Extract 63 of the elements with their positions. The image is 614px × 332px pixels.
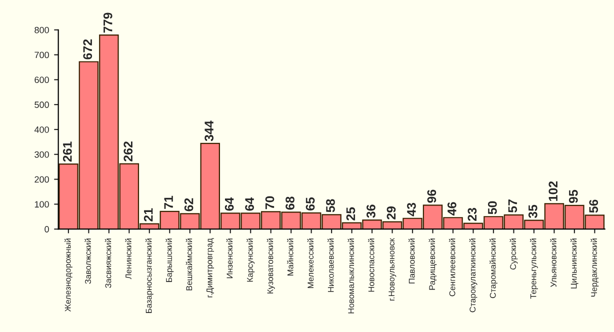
y-tick-label: 200	[34, 176, 49, 183]
x-tick-label: Новоспасский	[368, 238, 374, 292]
x-tick-label: Старокулаткинский	[469, 238, 478, 312]
x-tick-label: Майнский	[287, 238, 294, 276]
x-tick-label: Базарносызганский	[145, 238, 154, 313]
x-tick-label: Павловский	[408, 238, 415, 284]
data-label: 57	[508, 200, 518, 213]
data-label: 779	[103, 12, 112, 33]
data-label: 58	[326, 199, 335, 212]
data-label: 25	[346, 207, 356, 220]
x-tick-label: г.Димитровград	[206, 238, 214, 298]
data-label: 96	[427, 190, 436, 203]
x-tick-label: Барышский	[166, 238, 174, 282]
x-tick-label: Железнодорожный	[64, 238, 72, 312]
data-label: 65	[306, 197, 315, 210]
data-label: 29	[386, 206, 396, 220]
data-label: 23	[468, 208, 477, 221]
x-tick-label: Сенгилеевский	[448, 238, 456, 296]
x-tick-label: Радищевский	[428, 238, 437, 290]
data-label: 344	[204, 120, 214, 142]
data-label: 43	[407, 202, 416, 216]
y-tick-label: 700	[34, 52, 49, 58]
x-tick-label: Новомалыклинский	[348, 238, 354, 314]
data-label: 95	[568, 190, 578, 203]
x-tick-label: г.Новоульяновск	[388, 238, 396, 300]
data-label: 50	[488, 201, 497, 214]
data-label: 64	[245, 197, 254, 211]
y-tick-label: 0	[44, 226, 49, 232]
x-tick-label: Вешкаймский	[186, 238, 192, 290]
y-tick-label: 800	[34, 26, 49, 34]
y-tick-label: 300	[34, 151, 49, 158]
data-label: 62	[184, 198, 194, 212]
x-tick-label: Заволжский	[84, 238, 91, 284]
data-label: 21	[144, 208, 153, 222]
x-tick-label: Кузоватовский	[266, 238, 275, 294]
data-label: 262	[124, 141, 133, 162]
x-tick-label: Николаевский	[328, 238, 334, 292]
y-tick-label: 600	[34, 76, 49, 84]
x-tick-label: Ленинский	[125, 238, 132, 280]
data-label: 261	[62, 142, 72, 162]
x-tick-label: Сурский	[510, 238, 518, 270]
data-label: 71	[164, 196, 173, 209]
data-label: 56	[589, 200, 598, 213]
x-tick-label: Карсунский	[246, 238, 255, 282]
x-tick-label: Ульяновский	[550, 238, 556, 288]
data-label: 46	[448, 202, 456, 216]
data-label: 36	[366, 204, 376, 218]
data-label: 68	[286, 196, 294, 210]
x-tick-label: Инзенский	[226, 238, 233, 278]
data-label: 672	[83, 39, 92, 60]
x-tick-label: Чердаклинский	[590, 238, 599, 297]
y-tick-label: 100	[34, 201, 49, 208]
data-label: 102	[548, 181, 558, 201]
x-tick-label: Цильнинский	[570, 238, 578, 288]
y-tick-label: 500	[34, 102, 49, 108]
x-tick-label: Тереньгульский	[530, 238, 538, 299]
data-label: 70	[265, 196, 274, 210]
x-tick-label: Старомайнский	[490, 238, 498, 298]
x-tick-label: Засвияжский	[104, 238, 112, 288]
data-label: 64	[224, 197, 234, 211]
data-label: 35	[528, 204, 538, 218]
x-tick-label: Мелекесский	[307, 238, 314, 288]
y-tick-label: 400	[34, 126, 49, 133]
